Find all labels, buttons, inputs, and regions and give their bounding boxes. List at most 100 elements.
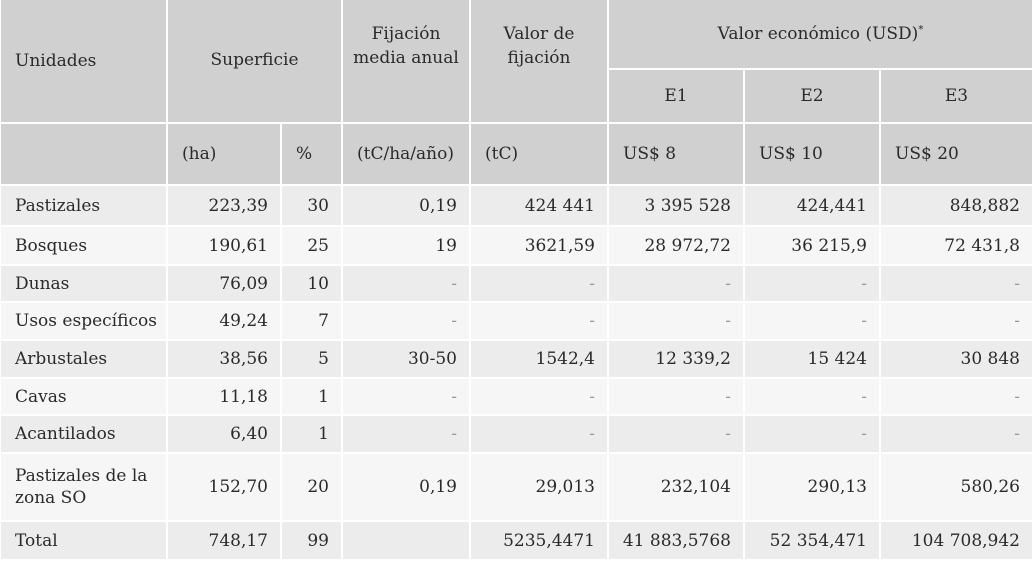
cell-e3: 104 708,942 — [881, 522, 1032, 561]
cell-ha: 152,70 — [168, 454, 282, 522]
cell-tc: - — [471, 379, 609, 416]
row-name-line1: Pastizales de la — [15, 466, 148, 486]
cell-tc: 424 441 — [471, 186, 609, 227]
cell-e3: 30 848 — [881, 341, 1032, 379]
header-valor-line2: fijación — [507, 48, 571, 68]
cell-fijacion: - — [343, 416, 471, 454]
cell-pct: 1 — [282, 379, 343, 416]
table-row: Arbustales 38,56 5 30-50 1542,4 12 339,2… — [1, 341, 1032, 379]
footnote-mark: * — [918, 24, 924, 36]
table-row: Pastizales 223,39 30 0,19 424 441 3 395 … — [1, 186, 1032, 227]
cell-tc: 5235,4471 — [471, 522, 609, 561]
cell-pct: 20 — [282, 454, 343, 522]
cell-e1: - — [609, 266, 745, 303]
cell-ha: 223,39 — [168, 186, 282, 227]
cell-e1: - — [609, 379, 745, 416]
cell-e2: 52 354,471 — [745, 522, 881, 561]
unit-e3: US$ 20 — [881, 124, 1032, 186]
cell-ha: 11,18 — [168, 379, 282, 416]
cell-e1: - — [609, 303, 745, 341]
cell-fijacion: 0,19 — [343, 186, 471, 227]
cell-ha: 6,40 — [168, 416, 282, 454]
table-row: Bosques 190,61 25 19 3621,59 28 972,72 3… — [1, 227, 1032, 266]
cell-e1: - — [609, 416, 745, 454]
cell-pct: 25 — [282, 227, 343, 266]
table-row: Pastizales de la zona SO 152,70 20 0,19 … — [1, 454, 1032, 522]
header-e2: E2 — [745, 70, 881, 124]
cell-fijacion: - — [343, 266, 471, 303]
cell-tc: 29,013 — [471, 454, 609, 522]
cell-ha: 38,56 — [168, 341, 282, 379]
cell-e2: 15 424 — [745, 341, 881, 379]
row-name: Bosques — [1, 227, 168, 266]
header-valor-line1: Valor de — [503, 24, 575, 44]
header-unidades: Unidades — [1, 0, 168, 124]
cell-e2: 36 215,9 — [745, 227, 881, 266]
cell-e3: - — [881, 379, 1032, 416]
cell-e1: 28 972,72 — [609, 227, 745, 266]
cell-fijacion: 19 — [343, 227, 471, 266]
cell-tc: - — [471, 303, 609, 341]
cell-ha: 49,24 — [168, 303, 282, 341]
cell-tc: 3621,59 — [471, 227, 609, 266]
cell-tc: - — [471, 266, 609, 303]
cell-ha: 748,17 — [168, 522, 282, 561]
header-fijacion-line2: media anual — [353, 48, 459, 68]
header-fijacion: Fijación media anual — [343, 0, 471, 124]
cell-e2: - — [745, 303, 881, 341]
row-name-line2: zona SO — [15, 488, 87, 508]
row-name: Cavas — [1, 379, 168, 416]
table-row: Usos específicos 49,24 7 - - - - - — [1, 303, 1032, 341]
unit-ha: (ha) — [168, 124, 282, 186]
unit-e2: US$ 10 — [745, 124, 881, 186]
unit-pct: % — [282, 124, 343, 186]
cell-e1: 232,104 — [609, 454, 745, 522]
table-row: Dunas 76,09 10 - - - - - — [1, 266, 1032, 303]
unit-e1: US$ 8 — [609, 124, 745, 186]
cell-e1: 12 339,2 — [609, 341, 745, 379]
cell-fijacion: 30-50 — [343, 341, 471, 379]
cell-e2: 424,441 — [745, 186, 881, 227]
header-e3: E3 — [881, 70, 1032, 124]
table-row: Cavas 11,18 1 - - - - - — [1, 379, 1032, 416]
row-name: Arbustales — [1, 341, 168, 379]
units-blank — [1, 124, 168, 186]
cell-e2: 290,13 — [745, 454, 881, 522]
cell-e3: 580,26 — [881, 454, 1032, 522]
header-valor-fijacion: Valor de fijación — [471, 0, 609, 124]
header-valor-economico-label: Valor económico (USD) — [717, 24, 919, 44]
row-name: Usos específicos — [1, 303, 168, 341]
cell-e2: - — [745, 379, 881, 416]
cell-e3: 72 431,8 — [881, 227, 1032, 266]
header-e1: E1 — [609, 70, 745, 124]
cell-pct: 7 — [282, 303, 343, 341]
row-name: Total — [1, 522, 168, 561]
header-superficie: Superficie — [168, 0, 343, 124]
cell-tc: 1542,4 — [471, 341, 609, 379]
row-name: Pastizales — [1, 186, 168, 227]
cell-e2: - — [745, 416, 881, 454]
cell-ha: 76,09 — [168, 266, 282, 303]
cell-e2: - — [745, 266, 881, 303]
row-name: Dunas — [1, 266, 168, 303]
cell-fijacion: - — [343, 379, 471, 416]
unit-fijacion: (tC/ha/año) — [343, 124, 471, 186]
table-header: Unidades Superficie Fijación media anual… — [1, 0, 1032, 186]
cell-e3: - — [881, 303, 1032, 341]
cell-e3: 848,882 — [881, 186, 1032, 227]
cell-pct: 99 — [282, 522, 343, 561]
cell-e1: 3 395 528 — [609, 186, 745, 227]
table-body: Pastizales 223,39 30 0,19 424 441 3 395 … — [1, 186, 1032, 561]
header-fijacion-line1: Fijación — [371, 24, 441, 44]
table-row: Total 748,17 99 5235,4471 41 883,5768 52… — [1, 522, 1032, 561]
cell-e3: - — [881, 266, 1032, 303]
cell-ha: 190,61 — [168, 227, 282, 266]
cell-e1: 41 883,5768 — [609, 522, 745, 561]
cell-fijacion: - — [343, 303, 471, 341]
cell-fijacion: 0,19 — [343, 454, 471, 522]
cell-pct: 1 — [282, 416, 343, 454]
row-name: Acantilados — [1, 416, 168, 454]
table-row: Acantilados 6,40 1 - - - - - — [1, 416, 1032, 454]
cell-e3: - — [881, 416, 1032, 454]
